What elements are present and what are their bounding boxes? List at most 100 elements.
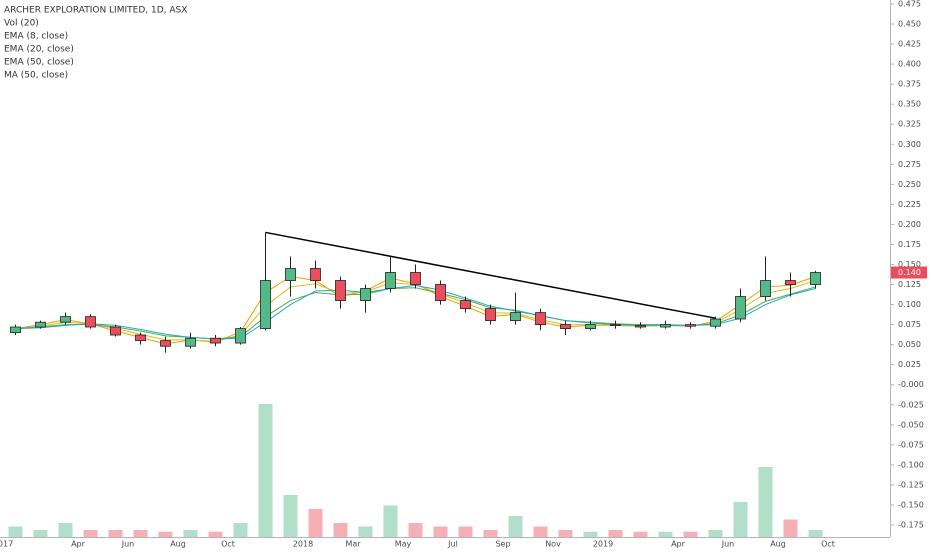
volume-bar (58, 523, 73, 537)
x-tick-label: Jul (447, 540, 458, 549)
x-tick-label: Oct (821, 540, 835, 549)
y-tick-label: -0.025 (898, 400, 924, 409)
volume-bar (83, 530, 98, 537)
chart-title: ARCHER EXPLORATION LIMITED, 1D, ASX (4, 6, 187, 16)
volume-bar (333, 523, 348, 537)
y-tick-label: 0.200 (898, 220, 921, 229)
x-tick-label: Mar (345, 540, 361, 549)
volume-bar (458, 526, 473, 537)
legend-entry: EMA (50, close) (4, 58, 74, 68)
candle-body (610, 324, 621, 327)
y-tick-label: 0.075 (898, 320, 921, 329)
legend-entry: MA (50, close) (4, 71, 68, 81)
y-tick-label: 0.425 (898, 40, 921, 49)
candle-body (235, 328, 246, 344)
candle-body (560, 324, 571, 330)
y-tick-label: -0.000 (898, 380, 924, 389)
x-tick-label: Jun (121, 540, 135, 549)
candle-body (710, 318, 721, 327)
y-tick-label: 0.475 (898, 0, 921, 9)
candle-body (360, 288, 371, 301)
volume-bar (583, 531, 598, 537)
y-tick-label: 0.125 (898, 280, 921, 289)
candle-body (810, 272, 821, 285)
x-tick-label: Sep (495, 540, 510, 549)
candle-body (410, 272, 421, 285)
volume-bar (558, 530, 573, 537)
y-tick-label: 0.400 (898, 60, 921, 69)
candle-body (685, 324, 696, 327)
x-tick-label: Oct (221, 540, 235, 549)
legend-entry: EMA (8, close) (4, 32, 68, 42)
y-tick-label: 0.175 (898, 240, 921, 249)
candle-body (510, 312, 521, 321)
volume-bar (758, 467, 773, 537)
y-tick-label: 0.275 (898, 160, 921, 169)
candle-body (335, 280, 346, 301)
legend-entry: Vol (20) (4, 19, 39, 29)
candle-body (310, 268, 321, 281)
candle-body (585, 324, 596, 330)
x-tick-label: Apr (71, 540, 86, 549)
y-tick-label: 0.325 (898, 120, 921, 129)
y-tick-label: 0.225 (898, 200, 921, 209)
x-tick-label: Apr (671, 540, 686, 549)
candle-body (10, 326, 21, 334)
y-tick-label: -0.125 (898, 480, 924, 489)
volume-bar (108, 530, 123, 537)
volume-bar (783, 519, 798, 537)
x-tick-label: Jun (721, 540, 735, 549)
x-tick-label: 2017 (0, 540, 13, 549)
candle-body (210, 337, 221, 344)
volume-bar (33, 530, 48, 537)
y-tick-label: -0.175 (898, 520, 924, 529)
candle-body (35, 321, 46, 328)
volume-bar (683, 531, 698, 537)
last-price-box (891, 266, 927, 279)
volume-bar (708, 530, 723, 537)
y-tick-label: -0.150 (898, 500, 924, 509)
x-tick-label: 2018 (293, 540, 313, 549)
y-tick-label: 0.450 (898, 20, 921, 29)
y-tick-label: 0.300 (898, 140, 921, 149)
candle-body (110, 326, 121, 336)
candle-body (385, 272, 396, 289)
volume-bar (383, 505, 398, 537)
candle-body (160, 340, 171, 347)
volume-bar (133, 530, 148, 537)
volume-bar (208, 531, 223, 537)
y-tick-label: -0.050 (898, 420, 924, 429)
x-tick-label: Nov (545, 540, 561, 549)
x-tick-label: Aug (170, 540, 186, 549)
volume-bar (358, 526, 373, 537)
legend: ARCHER EXPLORATION LIMITED, 1D, ASX Vol … (4, 6, 187, 81)
volume-bar (233, 523, 248, 537)
volume-bar (483, 530, 498, 537)
x-tick-label: 2019 (593, 540, 613, 549)
y-tick-label: 0.025 (898, 360, 921, 369)
candle-body (760, 280, 771, 297)
volume-bar (158, 531, 173, 537)
x-tick-label: Aug (770, 540, 786, 549)
trendline (265, 231, 716, 319)
volume-bar (283, 495, 298, 537)
volume-bar (808, 530, 823, 537)
volume-bar (258, 404, 273, 537)
volume-bar (633, 531, 648, 537)
last-price-label: 0.140 (898, 268, 921, 277)
y-tick-label: 0.150 (898, 260, 921, 269)
y-tick-label: 0.050 (898, 340, 921, 349)
candle-body (60, 316, 71, 323)
y-tick-label: 0.250 (898, 180, 921, 189)
y-tick-label: -0.100 (898, 460, 924, 469)
legend-entry: EMA (20, close) (4, 45, 74, 55)
y-tick-label: 0.375 (898, 80, 921, 89)
volume-bar (433, 526, 448, 537)
candle-body (785, 280, 796, 285)
volume-bar (608, 530, 623, 537)
candle-body (460, 300, 471, 309)
y-tick-label: 0.100 (898, 300, 921, 309)
